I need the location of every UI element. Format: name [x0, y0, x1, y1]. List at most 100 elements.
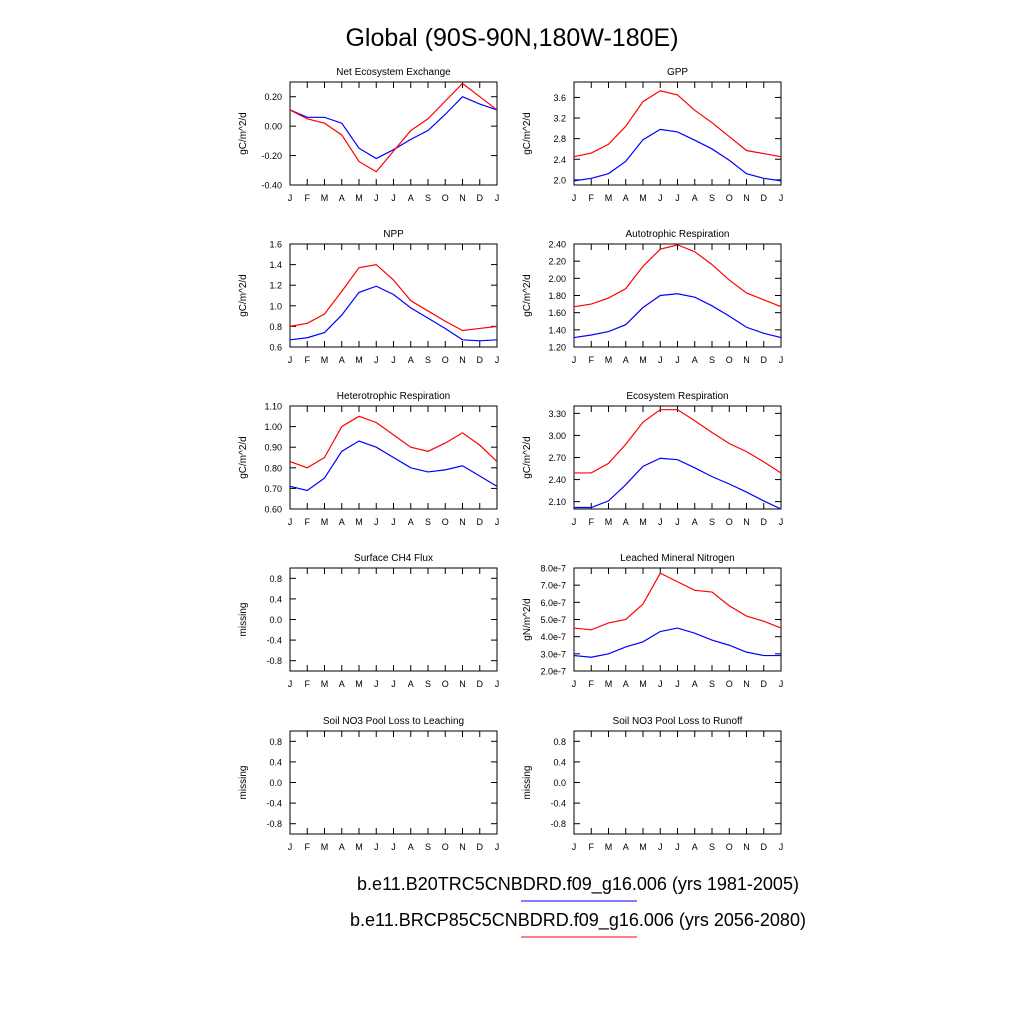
- x-tick-label: J: [288, 517, 293, 527]
- x-tick-label: S: [709, 679, 715, 689]
- x-tick-label: J: [374, 679, 379, 689]
- x-tick-label: M: [639, 355, 647, 365]
- y-tick-label: 0.0: [553, 778, 566, 788]
- y-tick-label: 0.0: [269, 778, 282, 788]
- y-tick-label: 2.4: [553, 155, 566, 165]
- y-axis-label: gC/m^2/d: [238, 274, 249, 317]
- x-tick-label: F: [305, 842, 311, 852]
- y-tick-label: 0.60: [264, 505, 282, 515]
- series-line-1: [573, 90, 782, 158]
- y-tick-label: -0.40: [261, 181, 282, 191]
- x-tick-label: D: [477, 355, 484, 365]
- x-tick-label: J: [675, 679, 680, 689]
- x-tick-label: M: [321, 679, 329, 689]
- x-tick-label: M: [355, 193, 363, 203]
- plot-frame: [289, 243, 498, 348]
- x-tick-label: J: [374, 517, 379, 527]
- y-tick-label: 2.00: [548, 274, 566, 284]
- y-tick-label: 0.4: [269, 757, 282, 767]
- y-tick-label: 1.0: [269, 301, 282, 311]
- x-tick-label: M: [639, 842, 647, 852]
- x-tick-label: O: [442, 842, 449, 852]
- y-tick-label: 4.0e-7: [540, 632, 566, 642]
- panel-title: GPP: [667, 67, 688, 78]
- y-tick-label: 5.0e-7: [540, 615, 566, 625]
- y-axis-label: gC/m^2/d: [522, 436, 533, 479]
- y-tick-label: 0.70: [264, 484, 282, 494]
- x-tick-label: J: [572, 517, 577, 527]
- series-line-0: [573, 293, 782, 339]
- x-tick-label: J: [288, 193, 293, 203]
- x-tick-label: J: [288, 679, 293, 689]
- x-tick-label: M: [605, 842, 613, 852]
- x-tick-label: A: [623, 193, 629, 203]
- x-tick-label: O: [726, 193, 733, 203]
- y-axis-label: gN/m^2/d: [522, 598, 533, 641]
- x-tick-label: O: [442, 193, 449, 203]
- x-tick-label: D: [477, 842, 484, 852]
- y-axis-label: gC/m^2/d: [522, 112, 533, 155]
- x-tick-label: D: [761, 517, 768, 527]
- x-tick-label: O: [726, 355, 733, 365]
- x-tick-label: M: [355, 517, 363, 527]
- series-line-1: [289, 82, 498, 173]
- y-tick-label: 0.80: [264, 463, 282, 473]
- x-tick-label: J: [495, 355, 500, 365]
- x-tick-label: J: [572, 193, 577, 203]
- x-tick-label: O: [726, 679, 733, 689]
- x-tick-label: A: [339, 679, 345, 689]
- x-tick-label: J: [779, 193, 784, 203]
- panel-title: Surface CH4 Flux: [354, 553, 433, 564]
- series-line-1: [574, 409, 782, 474]
- legend-entry-future: b.e11.BRCP85C5CNBDRD.f09_g16.006 (yrs 20…: [350, 910, 806, 931]
- plot-frame: [573, 567, 782, 672]
- x-tick-label: N: [459, 355, 466, 365]
- y-tick-label: 2.8: [553, 134, 566, 144]
- y-tick-label: 2.0e-7: [540, 667, 566, 677]
- y-axis-label: missing: [238, 603, 249, 637]
- y-tick-label: 1.20: [548, 343, 566, 353]
- x-tick-label: M: [639, 517, 647, 527]
- x-tick-label: M: [605, 193, 613, 203]
- y-tick-label: 6.0e-7: [540, 598, 566, 608]
- x-tick-label: A: [623, 517, 629, 527]
- y-tick-label: -0.4: [550, 799, 566, 809]
- x-tick-label: J: [675, 842, 680, 852]
- x-tick-label: F: [589, 679, 595, 689]
- x-tick-label: J: [779, 517, 784, 527]
- x-tick-label: J: [658, 517, 663, 527]
- x-tick-label: J: [288, 842, 293, 852]
- x-tick-label: A: [692, 679, 698, 689]
- series-line-1: [573, 572, 782, 631]
- series-line-1: [289, 415, 498, 469]
- y-tick-label: 0.00: [264, 122, 282, 132]
- x-tick-label: M: [605, 679, 613, 689]
- y-tick-label: -0.8: [266, 819, 282, 829]
- x-tick-label: J: [572, 842, 577, 852]
- y-axis-label: gC/m^2/d: [238, 436, 249, 479]
- x-tick-label: J: [658, 842, 663, 852]
- x-tick-label: N: [459, 193, 466, 203]
- series-line-0: [574, 457, 782, 510]
- x-tick-label: S: [425, 355, 431, 365]
- panel-title: Autotrophic Respiration: [626, 229, 730, 240]
- x-tick-label: A: [339, 193, 345, 203]
- panel-title: Heterotrophic Respiration: [337, 391, 450, 402]
- x-tick-label: M: [321, 842, 329, 852]
- y-tick-label: 1.40: [548, 325, 566, 335]
- x-tick-label: J: [495, 842, 500, 852]
- series-line-0: [573, 128, 782, 182]
- x-tick-label: O: [442, 517, 449, 527]
- x-tick-label: N: [743, 679, 750, 689]
- series-line-1: [573, 244, 782, 308]
- y-tick-label: -0.8: [550, 819, 566, 829]
- y-tick-label: 1.80: [548, 291, 566, 301]
- y-tick-label: 1.60: [548, 308, 566, 318]
- series-line-0: [289, 285, 498, 342]
- x-tick-label: F: [589, 193, 595, 203]
